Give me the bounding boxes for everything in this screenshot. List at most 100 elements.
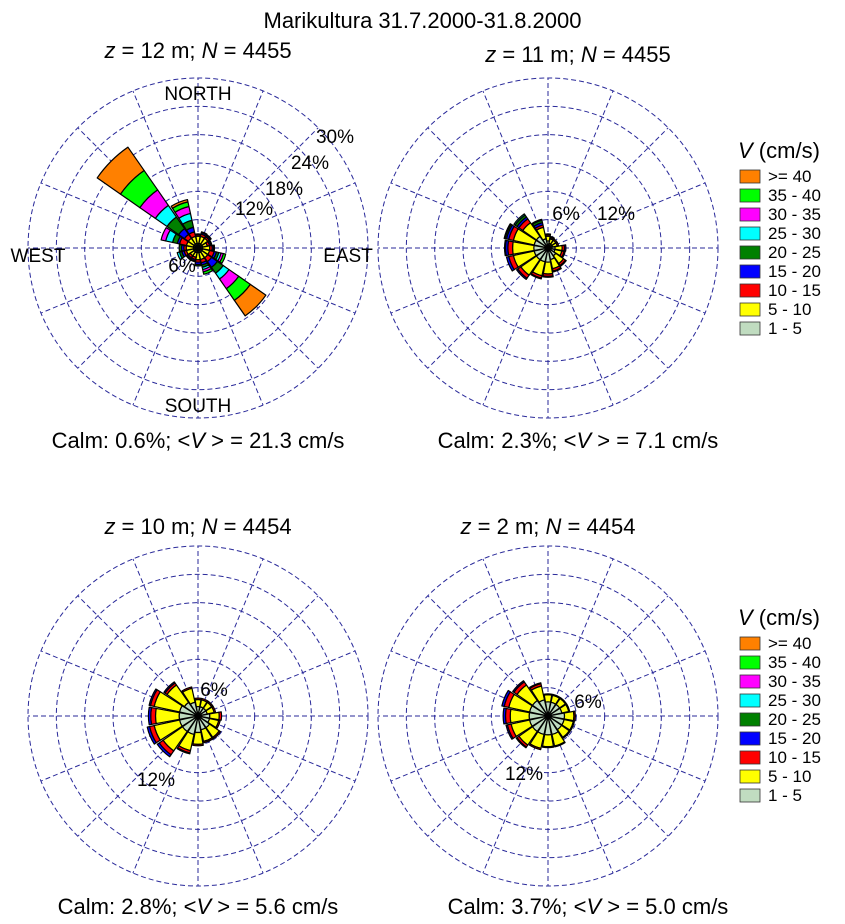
petal-WSW-bin-15-20	[505, 255, 515, 272]
legend-swatch-25-30	[739, 693, 761, 708]
legend-swatch-20-25	[739, 245, 761, 260]
ring-12pct	[140, 190, 256, 306]
petal-NNW-bin--40	[170, 198, 189, 209]
ring-12pct	[490, 658, 606, 774]
petal-ENE-bin-10-15	[211, 705, 217, 714]
legend-swatch-35-40	[739, 655, 761, 670]
petal-WNW-bin-25-30	[503, 223, 512, 240]
petal-N-bin-10-15	[194, 697, 202, 701]
legend-swatch-1-5	[739, 321, 761, 336]
ring-36pct	[27, 77, 369, 419]
petal-SE-bin-10-15	[562, 730, 571, 739]
ring-18pct	[462, 162, 634, 334]
compass-east: EAST	[323, 246, 373, 267]
legend-title: V (cm/s)	[738, 138, 820, 163]
petal-ENE-bin-10-15	[565, 703, 571, 713]
ring-24pct	[84, 134, 312, 362]
petal-SSE-bin-15-20	[552, 267, 562, 273]
ring-30pct	[405, 573, 691, 859]
ring-18pct	[462, 630, 634, 802]
ring-12pct	[490, 190, 606, 306]
legend-label: 1 - 5	[768, 319, 802, 338]
petal-NNW-bin-10-15	[181, 686, 193, 693]
ring-24pct	[434, 602, 662, 830]
petal-N-bin-10-15	[543, 693, 553, 696]
petal-NNE-bin-10-15	[200, 697, 209, 703]
panel-footer: Calm: 3.7%; <V > = 5.0 cm/s	[448, 894, 729, 919]
petal-ESE-bin-10-15	[569, 720, 575, 732]
legend-swatch-10-15	[739, 283, 761, 298]
panel-footer: Calm: 0.6%; <V > = 21.3 cm/s	[52, 428, 345, 453]
panel-title: z = 2 m; N = 4454	[460, 514, 636, 539]
legend-title: V (cm/s)	[738, 605, 820, 630]
legend-label: 20 - 25	[768, 710, 821, 729]
legend-swatch-30-35	[739, 207, 761, 222]
legend-swatch-20-25	[739, 712, 761, 727]
spoke-SSW	[132, 247, 199, 406]
legend-label: 10 - 15	[768, 281, 821, 300]
legend-label: 30 - 35	[768, 205, 821, 224]
legend-swatch--40	[739, 636, 761, 651]
petal-W-bin-15-20	[502, 707, 507, 725]
wind-rose-1: 6% 12%18% 24% 30% NORTH SOUTH EAST WEST z = 12 m…	[11, 38, 374, 453]
legend-label: 10 - 15	[768, 748, 821, 767]
petal-E-bin-10-15	[218, 711, 223, 721]
petal-SW-bin-15-20	[515, 268, 528, 281]
petal-NNW-bin-15-20	[529, 682, 542, 689]
petal-S-bin-15-20	[542, 275, 554, 278]
petal-S-bin-10-15	[192, 743, 204, 747]
legend-label: 5 - 10	[768, 767, 811, 786]
ring-30pct	[405, 105, 691, 391]
petal-WSW-bin-15-20	[505, 724, 514, 740]
legend-label: 35 - 40	[768, 186, 821, 205]
ring-label-6pct: 6%	[574, 692, 602, 713]
petal-SSE-bin-35-40	[202, 268, 214, 275]
petal-ESE-bin-15-20	[561, 250, 566, 259]
legend-swatch-10-15	[739, 750, 761, 765]
petal-NW-bin--40	[96, 146, 145, 195]
legend-swatch-5-10	[739, 302, 761, 317]
ring-label-12pct: 12%	[137, 770, 175, 791]
wind-rose-2: 6% 12% z = 11 m; N = 4455 Calm: 2.3%; <V > …	[377, 42, 719, 453]
petal-N-bin-5-10	[543, 694, 553, 703]
ring-24pct	[84, 602, 312, 830]
petal-ESE-bin-10-15	[215, 719, 221, 729]
panel-footer: Calm: 2.3%; <V > = 7.1 cm/s	[438, 428, 719, 453]
panel-title: z = 12 m; N = 4455	[103, 38, 291, 63]
petal-NNE-bin-10-15	[551, 693, 561, 699]
petal-W-bin-20-25	[503, 239, 507, 257]
legend-swatch-15-20	[739, 731, 761, 746]
ring-30pct	[55, 573, 341, 859]
ring-18pct	[112, 162, 284, 334]
ring-label-6pct: 6%	[552, 204, 580, 225]
legend-swatch-35-40	[739, 188, 761, 203]
petal-SSW-bin-15-20	[176, 747, 191, 755]
ring-label-12pct: 12%	[597, 204, 635, 225]
petal-SW-bin-15-20	[515, 736, 528, 749]
legend-swatch-25-30	[739, 226, 761, 241]
legend-label: 30 - 35	[768, 672, 821, 691]
petal-SSE-bin-10-15	[202, 737, 214, 744]
ring-24pct	[434, 134, 662, 362]
ring-30pct	[55, 105, 341, 391]
panel-title: z = 11 m; N = 4455	[484, 42, 670, 67]
petal-WSW-bin-15-20	[146, 725, 157, 745]
petal-E-bin-10-15	[572, 710, 576, 722]
ring-36pct	[377, 77, 719, 419]
legend-label: 15 - 20	[768, 729, 821, 748]
legend-label: >= 40	[768, 167, 812, 186]
panel-footer: Calm: 2.8%; <V > = 5.6 cm/s	[58, 894, 339, 919]
petal-SSE-bin-10-15	[553, 741, 566, 748]
petal-SW-bin-15-20	[156, 742, 172, 758]
petal-NW-bin-25-30	[513, 213, 526, 226]
compass-south: SOUTH	[165, 396, 232, 417]
legend-label: 20 - 25	[768, 243, 821, 262]
petal-SSW-bin-10-15	[528, 743, 542, 751]
ring-label-12pct: 12%	[235, 199, 273, 220]
petal-N-bin-15-20	[544, 233, 552, 236]
petal-S-bin-5-10	[541, 733, 555, 748]
legend-label: 35 - 40	[768, 653, 821, 672]
petal-SSW-bin-15-20	[530, 273, 543, 280]
